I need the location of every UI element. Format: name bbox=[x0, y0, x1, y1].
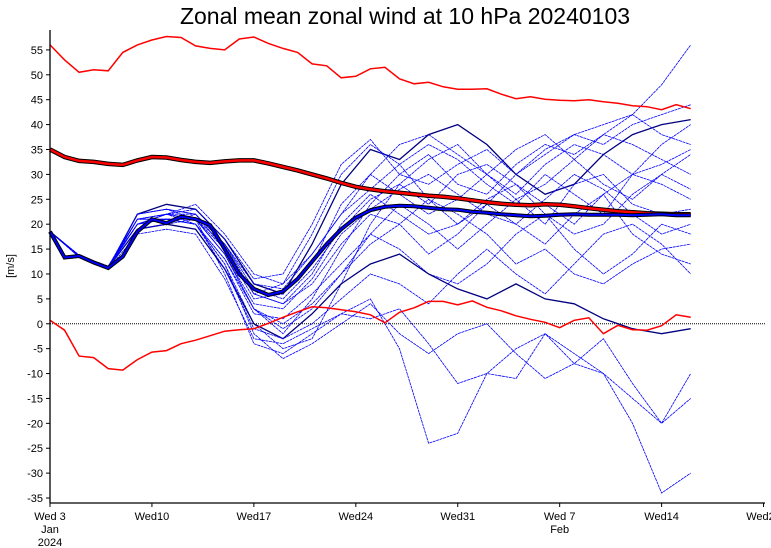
y-tick-label: -15 bbox=[27, 393, 43, 405]
x-tick-label: Feb bbox=[550, 524, 569, 536]
ensemble-member-line-9 bbox=[49, 223, 691, 340]
ensemble-member-line-7 bbox=[49, 213, 691, 320]
y-axis-label: [m/s] bbox=[5, 254, 17, 278]
climatology-max-line bbox=[49, 35, 691, 111]
y-tick-label: 5 bbox=[37, 294, 43, 306]
ensemble-member-line-5 bbox=[49, 228, 691, 494]
y-tick-label: -10 bbox=[27, 369, 43, 381]
x-tick-label: Wed14 bbox=[644, 511, 679, 523]
x-tick-label: Wed31 bbox=[440, 511, 475, 523]
y-tick-label: 35 bbox=[31, 144, 43, 156]
y-tick-label: -5 bbox=[33, 344, 43, 356]
climatology-mean-line bbox=[49, 148, 691, 216]
x-tick-label: Wed17 bbox=[237, 511, 272, 523]
y-tick-label: -35 bbox=[27, 493, 43, 505]
y-tick-label: 55 bbox=[31, 45, 43, 57]
x-tick-label: Wed10 bbox=[135, 511, 170, 523]
plot-area bbox=[48, 35, 765, 494]
ensemble-member-line-3 bbox=[49, 173, 691, 305]
x-tick-label: Wed24 bbox=[338, 511, 373, 523]
ensemble-mean-line bbox=[49, 204, 691, 296]
y-tick-label: 20 bbox=[31, 219, 43, 231]
x-tick-label: Wed 3 bbox=[34, 511, 66, 523]
y-tick-label: -20 bbox=[27, 418, 43, 430]
ensemble-member-line-2 bbox=[49, 44, 692, 350]
y-tick-label: 25 bbox=[31, 194, 43, 206]
chart-title: Zonal mean zonal wind at 10 hPa 20240103 bbox=[180, 3, 630, 29]
x-tick-label: 2024 bbox=[38, 537, 62, 548]
ensemble-member-line-8 bbox=[49, 118, 691, 295]
x-tick-label: Wed 7 bbox=[544, 511, 576, 523]
x-tick-label: Wed21 bbox=[746, 511, 771, 523]
y-tick-label: -25 bbox=[27, 443, 43, 455]
y-tick-label: -30 bbox=[27, 468, 43, 480]
y-tick-label: 40 bbox=[31, 120, 43, 132]
ensemble-member-line-17 bbox=[49, 173, 691, 330]
ensemble-member-line-10 bbox=[49, 173, 691, 310]
y-tick-label: 45 bbox=[31, 95, 43, 107]
y-tick-label: 0 bbox=[37, 319, 43, 331]
x-tick-label: Jan bbox=[41, 524, 59, 536]
ensemble-member-line-16 bbox=[49, 134, 691, 280]
climatology-min-line bbox=[49, 300, 691, 371]
y-tick-label: 15 bbox=[31, 244, 43, 256]
y-tick-label: 10 bbox=[31, 269, 43, 281]
ensemble-member-line-18 bbox=[49, 218, 691, 340]
ensemble-member-line-14 bbox=[49, 163, 691, 300]
ensemble-member-line-13 bbox=[49, 114, 691, 295]
axes: 5550454035302520151050-5-10-15-20-25-30-… bbox=[27, 30, 771, 548]
y-tick-label: 50 bbox=[31, 70, 43, 82]
ensemble-member-line-11 bbox=[49, 134, 691, 300]
y-tick-label: 30 bbox=[31, 169, 43, 181]
